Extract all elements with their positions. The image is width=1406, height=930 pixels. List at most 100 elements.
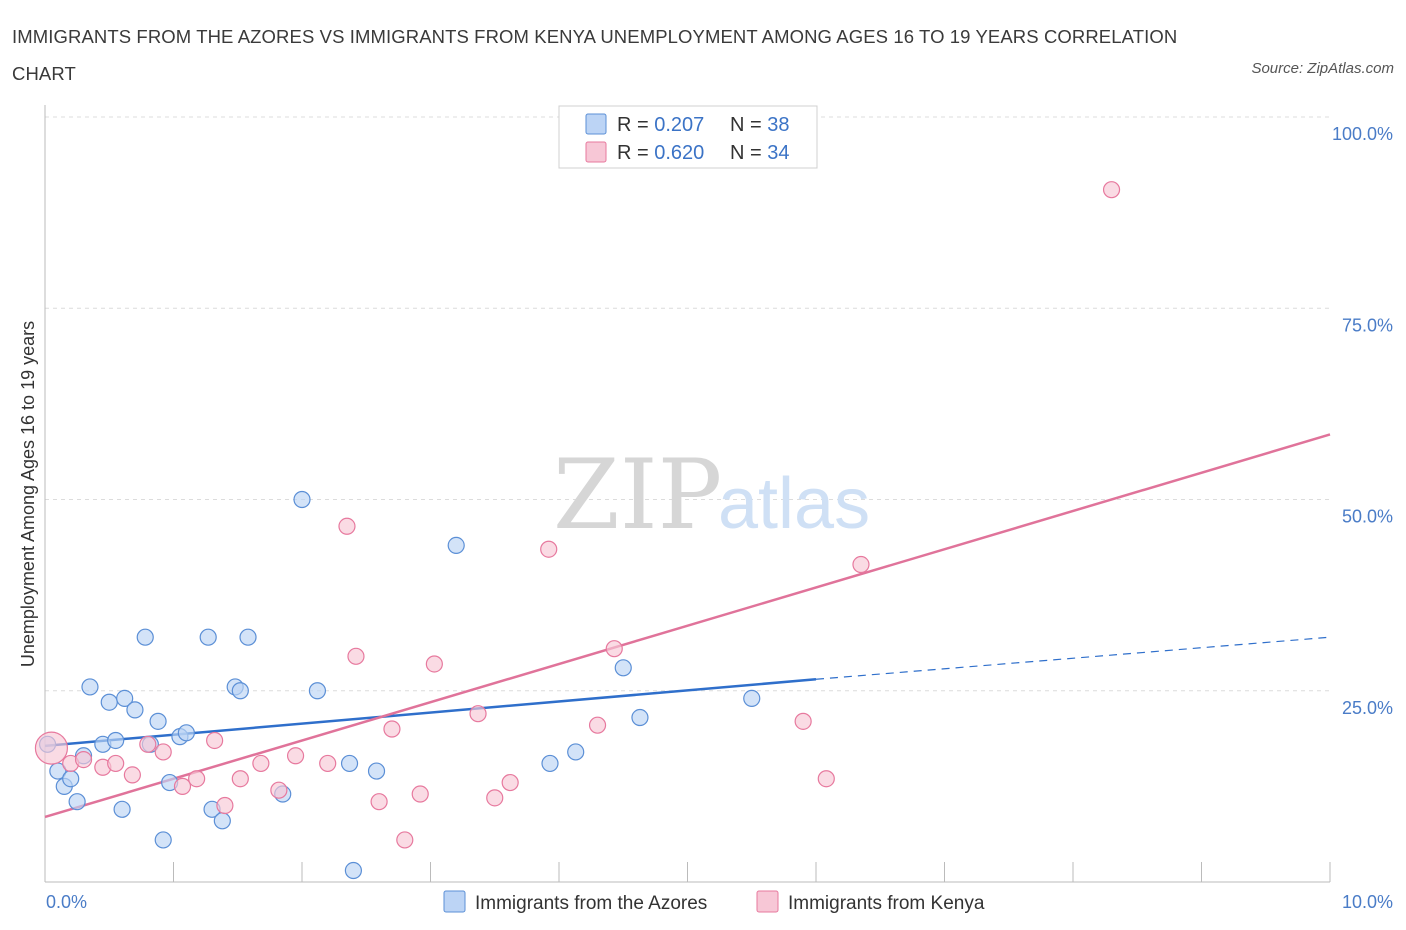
legend-kenya-n-value: 34 <box>767 142 789 164</box>
point-azores-27 <box>293 490 311 509</box>
x-tick-labels: 0.0% 10.0% <box>46 892 1393 912</box>
source-label: Source: ZipAtlas.com <box>1251 60 1394 77</box>
point-azores-25 <box>239 628 257 646</box>
point-azores-30 <box>344 861 362 880</box>
point-kenya-11 <box>216 796 234 815</box>
data-points <box>34 181 1121 880</box>
point-kenya-25 <box>486 789 504 807</box>
legend-azores-r-label: R = <box>617 114 654 136</box>
point-kenya-23 <box>425 655 443 673</box>
point-kenya-22 <box>411 785 429 803</box>
point-kenya-31 <box>817 770 835 788</box>
svg-text:N = 38: N = 38 <box>730 114 790 136</box>
point-kenya-2 <box>74 750 93 769</box>
point-azores-3 <box>62 770 80 788</box>
svg-text:R = 0.207: R = 0.207 <box>617 114 704 136</box>
point-azores-15 <box>149 712 167 730</box>
point-azores-12 <box>126 701 144 719</box>
bottom-legend-label-azores: Immigrants from the Azores <box>475 893 707 914</box>
point-azores-10 <box>113 800 131 818</box>
point-kenya-20 <box>383 720 401 738</box>
y-tick-label-1: 50.0% <box>1342 507 1393 527</box>
legend-azores-n-label: N = <box>730 114 767 136</box>
trend-line-azores <box>44 678 817 748</box>
top-legend: R = 0.207 N = 38 R = 0.620 N = 34 <box>558 105 818 169</box>
point-azores-29 <box>340 754 359 773</box>
y-axis-label: Unemployment Among Ages 16 to 19 years <box>18 321 38 667</box>
point-kenya-9 <box>188 770 206 788</box>
point-azores-33 <box>541 754 559 773</box>
point-azores-8 <box>100 693 118 711</box>
legend-azores-r-value: 0.207 <box>654 114 704 136</box>
point-kenya-13 <box>252 754 270 773</box>
legend-kenya-r-label: R = <box>617 142 654 164</box>
point-azores-32 <box>447 536 465 555</box>
point-kenya-6 <box>139 735 157 753</box>
point-kenya-5 <box>123 766 141 784</box>
y-tick-label-0: 25.0% <box>1342 698 1393 718</box>
point-kenya-17 <box>338 517 356 535</box>
point-azores-37 <box>743 689 761 708</box>
svg-text:R = 0.620: R = 0.620 <box>617 142 704 164</box>
legend-swatch-azores <box>585 113 607 135</box>
watermark-zip: ZIP <box>553 439 722 551</box>
trend-line-azores-extension <box>815 636 1331 680</box>
bottom-legend-swatch-azores <box>443 890 466 913</box>
point-azores-11 <box>116 689 134 708</box>
point-kenya-16 <box>319 754 337 773</box>
point-kenya-32 <box>852 555 870 574</box>
bottom-legend-swatch-kenya <box>756 890 779 913</box>
point-azores-36 <box>631 708 649 727</box>
point-kenya-4 <box>107 754 125 773</box>
legend-kenya-n-label: N = <box>730 142 767 164</box>
point-kenya-14 <box>270 781 288 799</box>
point-kenya-0 <box>34 731 69 765</box>
point-kenya-29 <box>605 640 623 658</box>
chart-title: IMMIGRANTS FROM THE AZORES VS IMMIGRANTS… <box>12 26 1178 84</box>
x-tick-label-min: 0.0% <box>46 892 87 912</box>
point-kenya-28 <box>588 716 607 734</box>
point-azores-6 <box>81 678 99 696</box>
point-kenya-10 <box>206 731 224 750</box>
point-kenya-19 <box>370 793 388 811</box>
svg-text:N = 34: N = 34 <box>730 142 790 164</box>
trend-line-kenya <box>44 433 1331 819</box>
point-azores-20 <box>199 628 217 646</box>
point-azores-31 <box>367 762 386 780</box>
point-azores-22 <box>213 812 231 830</box>
point-kenya-18 <box>347 647 365 665</box>
point-kenya-27 <box>540 540 558 558</box>
point-kenya-7 <box>154 743 172 761</box>
point-kenya-12 <box>231 770 249 788</box>
watermark: ZIP atlas <box>553 439 870 551</box>
point-kenya-21 <box>396 831 414 849</box>
point-azores-16 <box>154 831 172 849</box>
axes <box>44 105 1331 883</box>
point-azores-35 <box>614 659 632 677</box>
point-kenya-24 <box>469 705 487 723</box>
legend-azores-n-value: 38 <box>767 114 789 136</box>
point-kenya-26 <box>501 773 519 792</box>
watermark-atlas: atlas <box>718 464 870 544</box>
bottom-legend: Immigrants from the Azores Immigrants fr… <box>443 890 985 914</box>
point-kenya-8 <box>173 777 192 795</box>
point-azores-19 <box>177 724 195 742</box>
y-tick-label-3: 100.0% <box>1332 124 1393 144</box>
point-azores-9 <box>107 731 125 750</box>
point-kenya-30 <box>794 712 812 730</box>
bottom-legend-label-kenya: Immigrants from Kenya <box>788 893 985 914</box>
point-azores-4 <box>68 793 86 811</box>
point-azores-13 <box>136 628 154 646</box>
grid-lines <box>45 116 1330 692</box>
point-azores-28 <box>308 682 327 700</box>
x-tick-label-max: 10.0% <box>1342 892 1393 912</box>
legend-kenya-r-value: 0.620 <box>654 142 704 164</box>
y-tick-labels: 25.0% 50.0% 75.0% 100.0% <box>1332 124 1393 718</box>
point-kenya-33 <box>1102 181 1121 199</box>
point-kenya-15 <box>286 747 305 765</box>
legend-swatch-kenya <box>585 141 607 163</box>
point-azores-34 <box>567 743 585 761</box>
point-azores-24 <box>231 682 249 700</box>
y-tick-label-2: 75.0% <box>1342 315 1393 335</box>
